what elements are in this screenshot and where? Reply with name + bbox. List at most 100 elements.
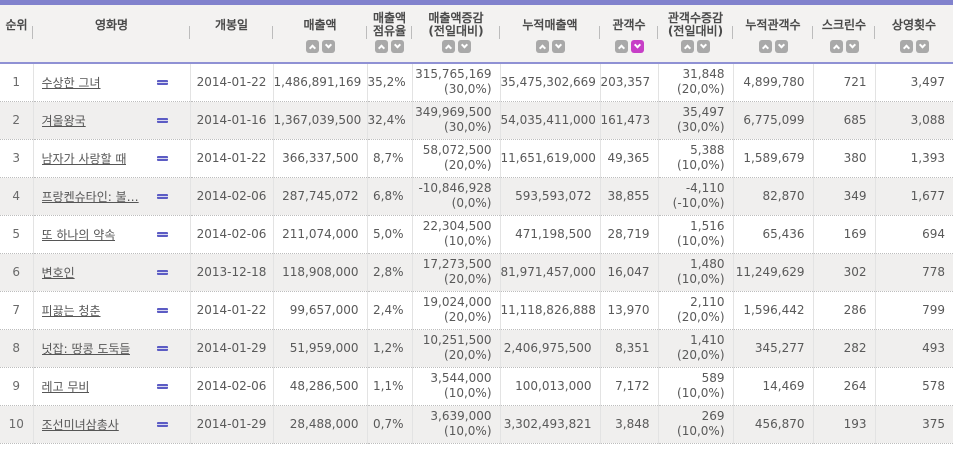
cell-cum-audience: 11,249,629 xyxy=(733,253,814,292)
movie-link[interactable]: 피끓는 청춘 xyxy=(41,303,101,318)
table-row: 9 레고 무비 2014-02-06 48,286,500 1,1% 3,544,000(… xyxy=(0,367,953,406)
sort-desc-button-sales_share[interactable] xyxy=(391,40,404,53)
column-label-audience: 관객수 xyxy=(612,17,646,32)
sort-desc-button-cum_audience[interactable] xyxy=(774,40,788,53)
sort-desc-button-audience_change[interactable] xyxy=(697,40,710,53)
sort-asc-button-audience[interactable] xyxy=(614,40,628,53)
cell-title: 남자가 사랑할 때 xyxy=(33,139,191,178)
movie-link[interactable]: 겨울왕국 xyxy=(41,113,86,128)
sort-desc-button-cum_sales[interactable] xyxy=(551,40,565,53)
chevron-up-icon xyxy=(538,44,546,52)
cell-screens: 349 xyxy=(813,177,876,216)
sort-asc-button-screens[interactable] xyxy=(829,40,843,53)
sort-desc-button-showings[interactable] xyxy=(915,40,929,53)
table-row: 5 또 하나의 약속 2014-02-06 211,074,000 5,0% 22,304… xyxy=(0,215,953,254)
movie-link[interactable]: 변호인 xyxy=(41,265,75,280)
sort-asc-button-showings[interactable] xyxy=(899,40,913,53)
movie-link[interactable]: 수상한 그녀 xyxy=(41,75,101,90)
cell-audience-change: 5,388 (10,0%) xyxy=(658,139,734,178)
cell-release-date: 2014-02-06 xyxy=(190,215,274,254)
cell-cum-audience: 82,870 xyxy=(733,177,814,216)
column-label-audience_change: 관객수증감 (전일대비) xyxy=(667,11,724,38)
cell-showings: 493 xyxy=(875,329,953,368)
table-row: 10 조선미녀삼총사 2014-01-29 28,488,000 0,7% 3,639,0… xyxy=(0,405,953,444)
cell-rank: 5 xyxy=(0,215,34,254)
cell-audience-change: 269 (10,0%) xyxy=(658,405,734,444)
cell-sales-share: 1,1% xyxy=(367,367,413,406)
cell-cum-sales: 593,593,072 xyxy=(500,177,601,216)
movie-link[interactable]: 넛잡: 땅콩 도둑들 xyxy=(41,341,131,356)
rank-unchanged-icon xyxy=(156,79,168,85)
cell-audience: 203,357 xyxy=(600,63,659,102)
sort-asc-button-sales[interactable] xyxy=(305,40,319,53)
cell-sales-share: 8,7% xyxy=(367,139,413,178)
column-header-showings: 상영횟수 xyxy=(875,5,953,64)
sort-asc-button-sales_change[interactable] xyxy=(441,40,455,53)
cell-release-date: 2014-01-22 xyxy=(190,63,274,102)
chevron-up-icon xyxy=(761,44,769,52)
column-label-release_date: 개봉일 xyxy=(214,17,249,32)
cell-release-date: 2013-12-18 xyxy=(190,253,274,292)
cell-showings: 1,677 xyxy=(875,177,953,216)
cell-screens: 282 xyxy=(813,329,876,368)
movie-link[interactable]: 레고 무비 xyxy=(41,379,90,394)
column-header-sales: 매출액 xyxy=(273,5,367,64)
column-header-rank: 순위 xyxy=(0,5,33,64)
chevron-up-icon xyxy=(617,44,625,52)
cell-sales: 48,286,500 xyxy=(273,367,368,406)
cell-sales: 118,908,000 xyxy=(273,253,368,292)
cell-sales: 211,074,000 xyxy=(273,215,368,254)
column-header-sales_share: 매출액 점유율 xyxy=(367,5,412,64)
chevron-up-icon xyxy=(444,44,452,52)
cell-screens: 264 xyxy=(813,367,876,406)
cell-audience-change: -4,110 (-10,0%) xyxy=(658,177,734,216)
rank-unchanged-icon xyxy=(156,117,168,123)
cell-title: 넛잡: 땅콩 도둑들 xyxy=(33,329,191,368)
cell-audience-change: 589 (10,0%) xyxy=(658,367,734,406)
sort-asc-button-audience_change[interactable] xyxy=(681,40,694,53)
cell-rank: 6 xyxy=(0,253,34,292)
table-row: 7 피끓는 청춘 2014-01-22 99,657,000 2,4% 19,024,00… xyxy=(0,291,953,330)
cell-audience-change: 31,848 (20,0%) xyxy=(658,63,734,102)
column-label-title: 영화명 xyxy=(94,17,129,32)
cell-cum-audience: 6,775,099 xyxy=(733,101,814,140)
rank-unchanged-icon xyxy=(156,307,168,313)
sort-desc-button-audience[interactable] xyxy=(630,40,644,53)
cell-rank: 4 xyxy=(0,177,34,216)
movie-link[interactable]: 프랑켄슈타인: 불… xyxy=(41,189,139,204)
chevron-down-icon xyxy=(393,41,402,49)
cell-showings: 799 xyxy=(875,291,953,330)
column-header-release_date: 개봉일 xyxy=(190,5,273,64)
cell-cum-sales: 54,035,411,000 xyxy=(500,101,601,140)
cell-sales-share: 35,2% xyxy=(367,63,413,102)
cell-rank: 9 xyxy=(0,367,34,406)
sort-asc-button-cum_audience[interactable] xyxy=(758,40,772,53)
table-row: 1 수상한 그녀 2014-01-22 1,486,891,169 35,2% 315,7… xyxy=(0,63,953,102)
cell-cum-sales: 100,013,000 xyxy=(500,367,601,406)
column-label-screens: 스크린수 xyxy=(821,17,867,32)
cell-sales-change: 19,024,000 (20,0%) xyxy=(412,291,501,330)
movie-link[interactable]: 또 하나의 약속 xyxy=(41,227,116,242)
movie-link[interactable]: 조선미녀삼총사 xyxy=(41,417,119,432)
sort-desc-button-sales[interactable] xyxy=(321,40,335,53)
cell-sales: 28,488,000 xyxy=(273,405,368,444)
column-label-cum_sales: 누적매출액 xyxy=(522,17,578,32)
sort-asc-button-cum_sales[interactable] xyxy=(535,40,549,53)
cell-showings: 578 xyxy=(875,367,953,406)
sort-asc-button-sales_share[interactable] xyxy=(375,40,388,53)
table-row: 3 남자가 사랑할 때 2014-01-22 366,337,500 8,7% 58,07… xyxy=(0,139,953,178)
chevron-up-icon xyxy=(377,44,386,52)
cell-screens: 286 xyxy=(813,291,876,330)
cell-audience-change: 1,480 (10,0%) xyxy=(658,253,734,292)
cell-audience: 49,365 xyxy=(600,139,659,178)
chevron-up-icon xyxy=(308,44,316,52)
movie-link[interactable]: 남자가 사랑할 때 xyxy=(41,151,127,166)
sort-desc-button-sales_change[interactable] xyxy=(457,40,471,53)
cell-cum-sales: 3,302,493,821 xyxy=(500,405,601,444)
cell-sales-change: 3,639,000 (10,0%) xyxy=(412,405,501,444)
sort-desc-button-screens[interactable] xyxy=(845,40,859,53)
column-label-sales_change: 매출액증감 (전일대비) xyxy=(428,11,484,38)
cell-rank: 7 xyxy=(0,291,34,330)
cell-showings: 375 xyxy=(875,405,953,444)
cell-showings: 1,393 xyxy=(875,139,953,178)
